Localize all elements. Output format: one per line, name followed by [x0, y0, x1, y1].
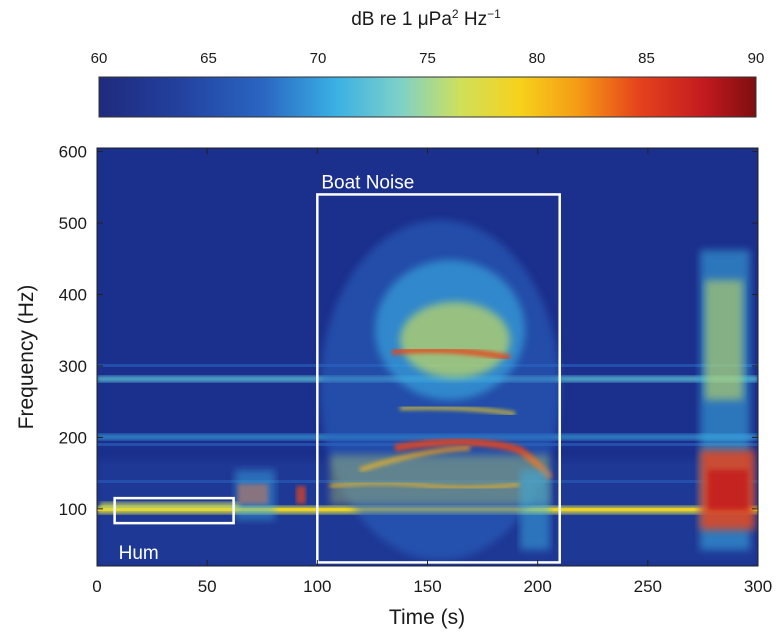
plot-area: Boat Noise Hum 0 50 100 150 200 250 300 100 200…	[15, 143, 772, 629]
colorbar-tick-labels: 60 65 70 75 80 85 90	[91, 50, 765, 67]
x-tick-label: 50	[198, 577, 217, 596]
colorbar-tick-label: 85	[638, 50, 655, 67]
y-axis-ticks: 100 200 300 400 500 600	[59, 143, 758, 519]
hum-box	[113, 496, 235, 525]
x-axis-label: Time (s)	[389, 606, 465, 629]
hum-label: Hum	[119, 543, 159, 564]
annotation-hum: Hum	[113, 496, 235, 564]
colorbar-gradient	[98, 76, 757, 118]
boat-noise-box	[316, 193, 561, 564]
colorbar-tick-label: 75	[419, 50, 436, 67]
y-tick-label: 100	[59, 500, 87, 519]
boat-noise-label: Boat Noise	[321, 172, 414, 193]
colorbar: dB re 1 μPa2 Hz−1 60 65 70 75 80 85 90	[91, 7, 765, 118]
annotation-boat-noise: Boat Noise	[316, 172, 561, 564]
colorbar-label: dB re 1 μPa2 Hz−1	[351, 7, 501, 30]
y-tick-label: 300	[59, 357, 87, 376]
colorbar-tick-label: 60	[91, 50, 108, 67]
colorbar-tick-label: 65	[200, 50, 217, 67]
y-tick-label: 600	[59, 143, 87, 162]
y-tick-label: 200	[59, 428, 87, 447]
x-tick-label: 100	[303, 577, 331, 596]
x-tick-label: 200	[523, 577, 551, 596]
x-tick-label: 150	[413, 577, 441, 596]
y-tick-label: 500	[59, 214, 87, 233]
x-tick-label: 250	[634, 577, 662, 596]
x-tick-label: 0	[92, 577, 101, 596]
y-axis-label: Frequency (Hz)	[15, 285, 38, 430]
x-tick-label: 300	[744, 577, 772, 596]
y-tick-label: 400	[59, 285, 87, 304]
x-axis-ticks: 0 50 100 150 200 250 300	[92, 148, 772, 596]
colorbar-tick-label: 70	[310, 50, 327, 67]
spectrogram-image	[97, 148, 758, 566]
colorbar-tick-label: 80	[529, 50, 546, 67]
colorbar-tick-label: 90	[748, 50, 765, 67]
